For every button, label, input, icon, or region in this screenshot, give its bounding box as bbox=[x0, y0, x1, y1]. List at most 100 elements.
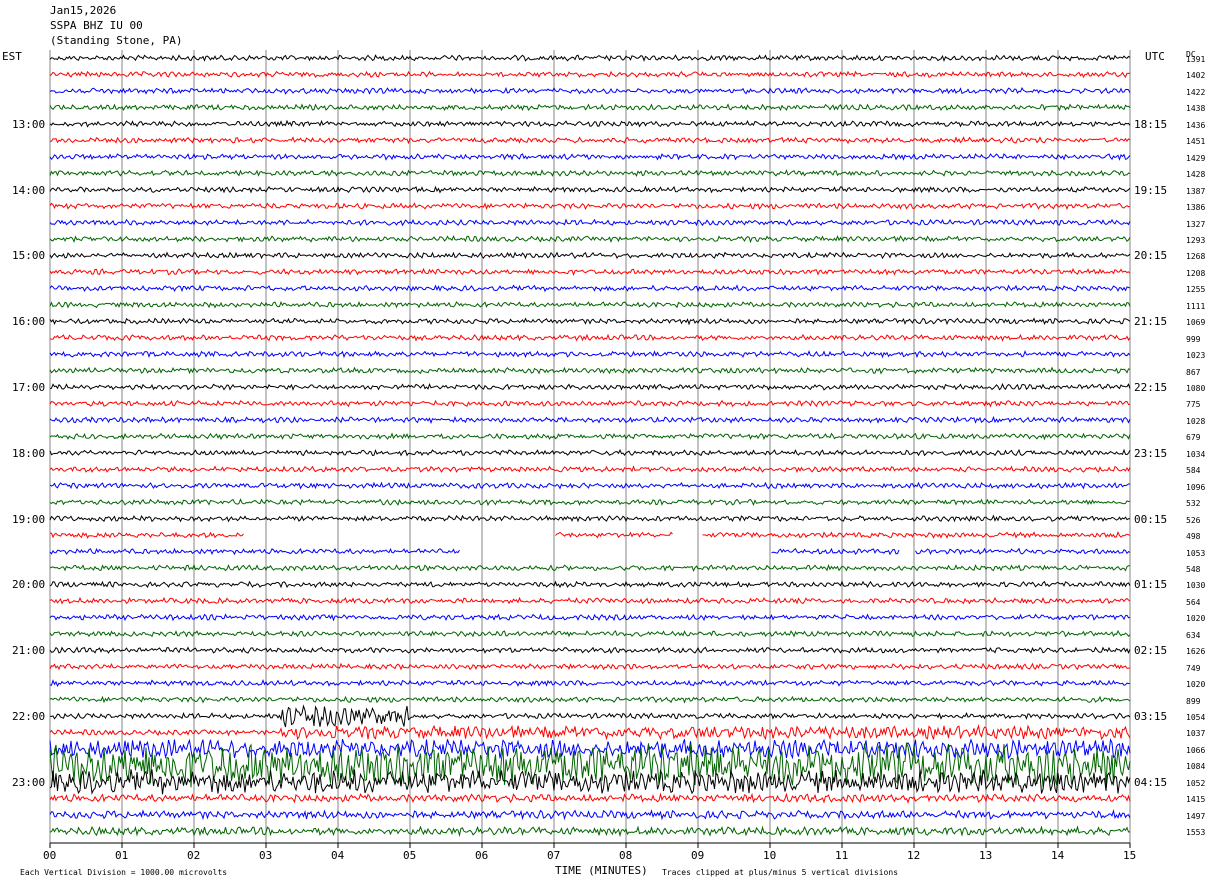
dc-value: 1096 bbox=[1186, 482, 1206, 492]
trace-line bbox=[49, 415, 1131, 425]
dc-value: 1436 bbox=[1186, 120, 1206, 130]
x-tick-label: 00 bbox=[43, 849, 57, 862]
dc-value: 526 bbox=[1186, 515, 1201, 525]
x-tick-label: 13 bbox=[979, 849, 993, 862]
dc-value: 775 bbox=[1186, 400, 1201, 410]
trace-line bbox=[49, 825, 1131, 838]
dc-value: 1327 bbox=[1186, 219, 1206, 229]
dc-value: 1428 bbox=[1186, 170, 1206, 180]
dc-header: DC bbox=[1186, 50, 1196, 59]
dc-value: 1034 bbox=[1186, 449, 1206, 459]
x-tick-label: 09 bbox=[691, 849, 705, 862]
dc-value: 679 bbox=[1186, 433, 1201, 443]
left-hour-label: 23:00 bbox=[12, 775, 46, 789]
trace-line bbox=[49, 563, 1131, 572]
trace-line bbox=[49, 737, 1131, 760]
dc-value: 1069 bbox=[1186, 318, 1206, 328]
dc-value: 1208 bbox=[1186, 268, 1206, 278]
right-timezone: UTC bbox=[1145, 50, 1165, 63]
x-axis bbox=[49, 842, 1131, 848]
right-hour-label: 21:15 bbox=[1134, 315, 1168, 329]
dc-value: 899 bbox=[1186, 696, 1201, 706]
trace-line bbox=[49, 169, 1131, 177]
left-hour-label: 22:00 bbox=[12, 710, 46, 723]
dc-value: 1626 bbox=[1186, 647, 1206, 657]
dc-value: 1402 bbox=[1186, 71, 1206, 81]
dc-value: 1053 bbox=[1186, 548, 1206, 558]
right-hour-label: 01:15 bbox=[1134, 578, 1168, 592]
dc-value: 749 bbox=[1186, 663, 1201, 673]
trace-line bbox=[49, 366, 1131, 375]
dc-value: 999 bbox=[1186, 334, 1201, 344]
right-hour-label: 20:15 bbox=[1134, 249, 1168, 263]
left-hour-label: 16:00 bbox=[12, 315, 46, 329]
trace-line bbox=[49, 70, 1131, 79]
right-hour-label: 18:15 bbox=[1134, 117, 1168, 131]
right-hour-label: 19:15 bbox=[1134, 183, 1168, 197]
dc-value: 1255 bbox=[1186, 285, 1206, 295]
trace-line bbox=[49, 498, 1131, 507]
x-tick-label: 12 bbox=[907, 849, 921, 862]
dc-value: 1429 bbox=[1186, 153, 1206, 163]
trace-line bbox=[49, 267, 1131, 277]
trace-line bbox=[49, 741, 1131, 788]
right-hour-label: 22:15 bbox=[1134, 381, 1168, 394]
trace-line bbox=[49, 218, 1131, 227]
trace-line bbox=[50, 136, 1131, 145]
left-timezone: EST bbox=[2, 50, 22, 63]
trace-line bbox=[49, 448, 1131, 457]
trace-line bbox=[49, 317, 1131, 326]
dc-value: 634 bbox=[1186, 630, 1201, 640]
footer-scale-note: Each Vertical Division = 1000.00 microvo… bbox=[20, 868, 228, 877]
trace-line bbox=[49, 695, 1131, 704]
trace-line bbox=[49, 103, 1131, 112]
station-name: SSPA BHZ IU 00 bbox=[50, 19, 143, 32]
left-hour-label: 18:00 bbox=[12, 446, 46, 460]
dc-value: 1020 bbox=[1186, 680, 1206, 690]
left-hour-label: 15:00 bbox=[12, 249, 46, 263]
dc-value: 1387 bbox=[1186, 186, 1206, 196]
left-hour-label: 14:00 bbox=[12, 183, 46, 197]
dc-value: 1553 bbox=[1186, 828, 1206, 838]
right-hour-label: 04:15 bbox=[1134, 775, 1168, 789]
trace-line bbox=[49, 284, 1131, 293]
dc-value: 1386 bbox=[1186, 203, 1206, 213]
footer-clip-note: Traces clipped at plus/minus 5 vertical … bbox=[662, 868, 899, 877]
x-axis-title: TIME (MINUTES) bbox=[555, 864, 648, 877]
x-tick-label: 11 bbox=[835, 849, 849, 862]
trace-line bbox=[49, 704, 1131, 728]
trace-line bbox=[49, 399, 1131, 408]
dc-value: 1052 bbox=[1186, 778, 1206, 788]
trace-line bbox=[49, 613, 1131, 622]
trace-line bbox=[49, 580, 1131, 589]
dc-value: 1438 bbox=[1186, 104, 1206, 114]
trace-line bbox=[49, 185, 1131, 194]
trace-line bbox=[49, 235, 1131, 244]
trace-line bbox=[49, 300, 1131, 309]
dc-value: 1391 bbox=[1186, 55, 1206, 64]
x-tick-label: 05 bbox=[403, 849, 417, 862]
dc-value: 1037 bbox=[1186, 729, 1206, 739]
trace-line bbox=[49, 382, 1131, 391]
dc-value: 1415 bbox=[1186, 795, 1206, 805]
dc-value: 1023 bbox=[1186, 351, 1206, 361]
x-tick-label: 08 bbox=[619, 849, 633, 862]
trace-line bbox=[49, 350, 1131, 359]
dc-value: 1451 bbox=[1186, 137, 1206, 147]
trace-line bbox=[49, 679, 1131, 687]
trace-line bbox=[49, 769, 1131, 795]
dc-value: 564 bbox=[1186, 597, 1201, 607]
trace-line bbox=[49, 530, 1131, 539]
x-tick-label: 03 bbox=[259, 849, 273, 862]
right-hour-label: 00:15 bbox=[1134, 512, 1168, 526]
x-tick-label: 04 bbox=[331, 849, 345, 862]
dc-value: 1080 bbox=[1186, 384, 1206, 393]
trace-group bbox=[49, 54, 1131, 838]
dc-value: 1293 bbox=[1186, 235, 1206, 245]
right-hour-label: 23:15 bbox=[1134, 446, 1168, 460]
dc-value: 867 bbox=[1186, 367, 1201, 377]
dc-value: 1422 bbox=[1186, 87, 1206, 97]
trace-line bbox=[49, 808, 1131, 821]
dc-value: 1066 bbox=[1186, 745, 1206, 755]
dc-value: 1020 bbox=[1186, 614, 1206, 624]
